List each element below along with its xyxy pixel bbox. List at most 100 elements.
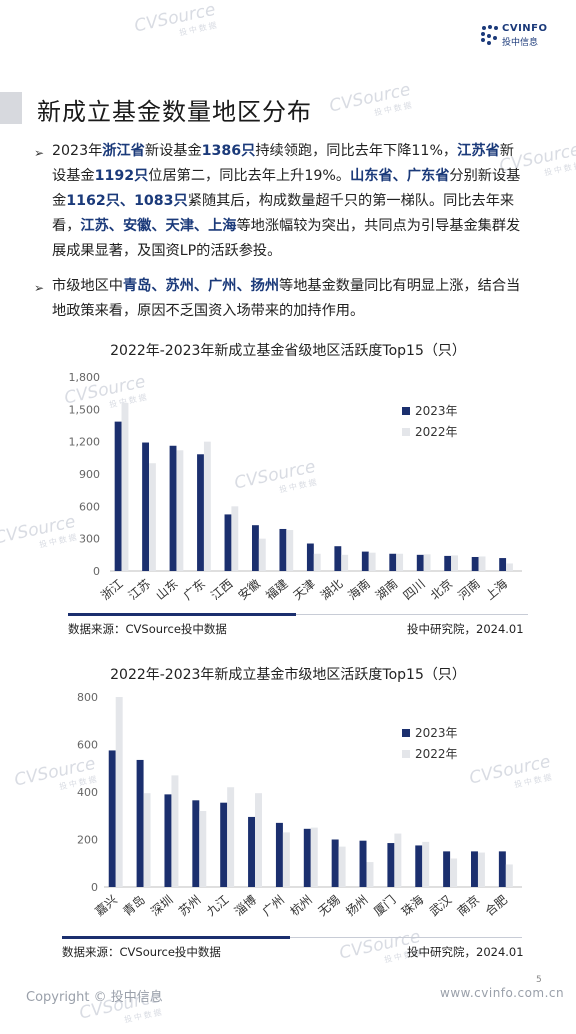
- website-link[interactable]: www.cvinfo.com.cn: [440, 986, 565, 1000]
- bar-series-1: [331, 839, 339, 887]
- x-tick-label: 四川: [400, 577, 427, 603]
- x-tick-label: 河南: [455, 576, 483, 603]
- bar-series-1: [444, 555, 452, 571]
- body-text: 2023年: [52, 143, 103, 159]
- highlight-text: 山东省、广东省: [350, 168, 450, 184]
- x-tick-label: 深圳: [148, 893, 175, 919]
- x-tick-label: 厦门: [370, 892, 398, 919]
- highlight-text: 青岛、苏州、广州、扬州: [122, 278, 280, 294]
- bar-series-2: [143, 793, 151, 887]
- chart-2-source: 数据来源：CVSource投中数据: [62, 945, 221, 959]
- bar-series-1: [136, 759, 144, 887]
- bar-series-2: [115, 697, 123, 887]
- legend-label: 2022年: [415, 425, 458, 439]
- x-tick-label: 湖北: [317, 576, 345, 603]
- bar-series-1: [192, 800, 200, 887]
- y-tick-label: 0: [93, 565, 100, 578]
- x-tick-label: 北京: [428, 577, 455, 603]
- page-number: 5: [536, 975, 542, 985]
- bar-series-1: [306, 543, 314, 571]
- x-tick-label: 嘉兴: [92, 893, 119, 919]
- chart-1: 0 300 600 900 1,200 1,500 1,800 浙江 江苏 山东 广东 江西 安徽 福建天…: [69, 371, 522, 603]
- chart-1-publisher: 投中研究院，2024.01: [407, 622, 524, 636]
- chart-2: 0 200 400 600 800 嘉兴 青岛 深圳 苏州 九江 淄博 广州 杭州 无锡 扬州 厦门 珠海 武汉南…: [77, 691, 522, 919]
- x-tick-label: 天津: [291, 577, 318, 603]
- x-tick-label: 浙江: [98, 577, 125, 603]
- bar-series-2: [341, 554, 349, 571]
- copyright: Copyright © 投中信息: [26, 990, 163, 1005]
- body-text: 新设基金: [52, 143, 514, 184]
- y-tick-label: 600: [79, 500, 100, 513]
- bar-series-1: [114, 421, 122, 571]
- highlight-text: 1162只、1083只: [66, 193, 188, 209]
- body-text: 紧随其后，构成数量超千只的第一梯队。同比去年来看，: [52, 193, 515, 234]
- page-title: 新成立基金数量地区分布: [37, 98, 312, 126]
- bar-series-2: [227, 787, 235, 887]
- x-tick-label: 合肥: [482, 892, 510, 919]
- bar-series-1: [443, 851, 451, 887]
- bar-series-2: [199, 811, 207, 887]
- bar-series-1: [416, 554, 424, 571]
- bar-series-1: [361, 551, 369, 571]
- bar-series-2: [422, 841, 430, 887]
- bar-series-2: [366, 862, 374, 887]
- bar-series-2: [149, 463, 156, 571]
- chart-2-divider-accent: [62, 936, 290, 939]
- logo-text: CVINFO: [502, 23, 548, 34]
- x-tick-label: 武汉: [427, 893, 454, 919]
- bar-series-1: [415, 845, 423, 887]
- bullet-paragraph-2: 市级地区中青岛、苏州、广州、扬州等地基金数量同比有明显上涨，结合当地政策来看，原…: [52, 274, 522, 324]
- bar-series-2: [477, 852, 485, 887]
- title-accent-bar: [0, 92, 22, 124]
- chart-1-divider: [68, 614, 528, 615]
- x-tick-label: 江苏: [126, 577, 153, 603]
- bar-series-1: [142, 442, 150, 571]
- bar-series-2: [450, 858, 458, 887]
- body-text: 等地涨幅较为突出，共同点为引导基金集群发展成果显著，及国资LP的活跃参投。: [52, 218, 521, 259]
- bar-series-1: [387, 843, 395, 887]
- y-tick-label: 400: [77, 786, 98, 799]
- bar-series-1: [197, 454, 204, 571]
- bar-series-1: [303, 828, 311, 887]
- legend-swatch: [402, 407, 410, 415]
- legend-swatch: [402, 428, 410, 436]
- x-tick-label: 淄博: [231, 892, 259, 919]
- bar-series-1: [499, 558, 507, 571]
- legend-label: 2023年: [415, 726, 458, 740]
- cvinfo-logo: CVINFO 投中信息: [480, 22, 550, 48]
- y-tick-label: 900: [79, 468, 100, 481]
- bar-series-2: [203, 441, 211, 571]
- logo-subtitle: 投中信息: [502, 38, 539, 48]
- bar-series-1: [279, 528, 287, 571]
- highlight-text: 江苏、安徽、天津、上海: [80, 218, 237, 234]
- highlight-text: 江苏省: [457, 143, 500, 159]
- bar-series-2: [255, 793, 263, 887]
- bar-series-2: [231, 506, 239, 571]
- bar-series-2: [368, 552, 376, 571]
- x-tick-label: 杭州: [287, 892, 315, 919]
- bar-series-2: [423, 554, 431, 571]
- y-tick-label: 300: [79, 533, 100, 546]
- bar-series-1: [220, 802, 228, 887]
- body-text: 新设基金: [144, 143, 202, 159]
- y-tick-label: 0: [91, 881, 98, 894]
- bar-series-1: [164, 794, 172, 887]
- x-tick-label: 山东: [153, 577, 180, 603]
- bar-series-1: [359, 840, 367, 887]
- bar-series-1: [248, 816, 256, 887]
- bar-series-2: [506, 563, 513, 571]
- x-tick-label: 安徽: [235, 576, 263, 603]
- bar-series-2: [396, 553, 404, 571]
- y-tick-label: 1,500: [69, 403, 101, 416]
- chart-2-divider: [62, 937, 522, 938]
- chart-2-publisher: 投中研究院，2024.01: [407, 945, 524, 959]
- bullet-arrow-icon: ➢: [34, 146, 45, 160]
- watermark: CVSource 投中数据: [327, 79, 415, 118]
- body-text: 分别新设基金: [52, 168, 521, 209]
- bar-series-2: [394, 833, 402, 887]
- cvinfo-logo-icon: [481, 25, 498, 45]
- y-tick-label: 1,800: [69, 371, 101, 384]
- bar-series-1: [471, 556, 479, 571]
- bar-series-1: [471, 851, 478, 887]
- body-text: 位居第二，同比去年上升19%。: [148, 168, 351, 184]
